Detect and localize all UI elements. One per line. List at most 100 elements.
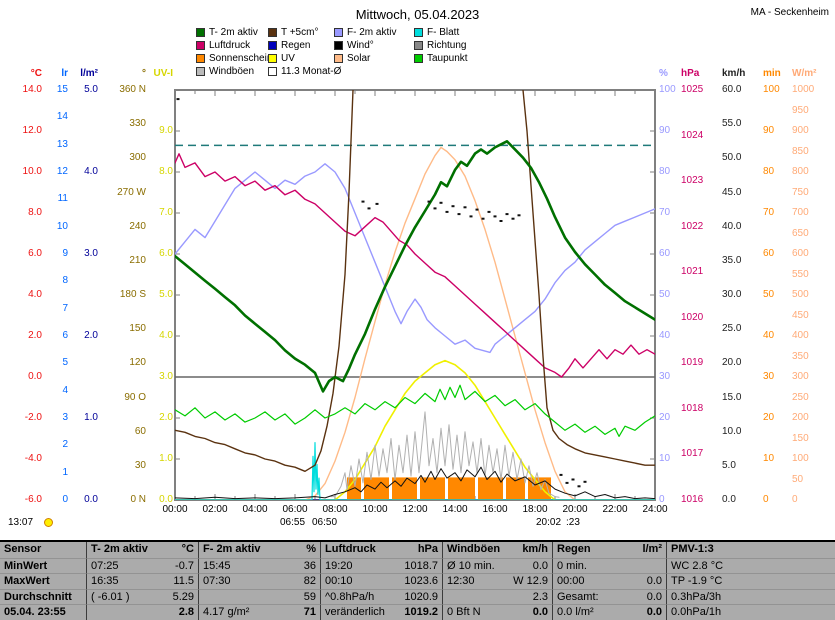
axis-tick: 0 bbox=[659, 494, 665, 505]
axis-tick: 200 bbox=[792, 412, 809, 423]
sunshine-bar bbox=[392, 477, 417, 500]
series-solar bbox=[175, 146, 655, 500]
wind-direction-dot bbox=[469, 215, 473, 218]
table-cell-info: 4.17 g/m² bbox=[198, 604, 264, 620]
axis-tick: 550 bbox=[792, 268, 809, 280]
legend-label: Solar bbox=[347, 53, 371, 64]
legend-label: T +5cm° bbox=[281, 27, 319, 38]
table-cell-value: -0.7 bbox=[150, 557, 198, 574]
table-cell-info: 07:25 bbox=[86, 557, 150, 573]
table-cell-value: 0.0 bbox=[504, 604, 552, 620]
axis-tick: 0 bbox=[792, 494, 798, 505]
table-cell-value: 1018.7 bbox=[392, 557, 442, 574]
axis-tick: 5 bbox=[62, 357, 68, 369]
axis-tick: 850 bbox=[792, 145, 809, 157]
axis-unit-c: °C bbox=[30, 68, 42, 79]
axis-tick: 50.0 bbox=[722, 152, 742, 164]
axis-tick: 90 bbox=[763, 125, 775, 136]
axis-tick: 9.0 bbox=[159, 125, 173, 136]
axis-tick: 0.0 bbox=[722, 494, 736, 505]
axis-tick: 11 bbox=[57, 193, 68, 205]
series-taupunkt bbox=[175, 384, 655, 437]
wind-direction-dot bbox=[571, 478, 575, 481]
table-cell-value: W 12.9 bbox=[504, 573, 552, 589]
axis-unit-l-m: l/m² bbox=[80, 68, 98, 79]
axis-tick: 650 bbox=[792, 227, 809, 239]
axis-tick: 6.0 bbox=[159, 248, 173, 259]
axis-tick: 950 bbox=[792, 104, 809, 116]
axis-tick: 60 bbox=[763, 248, 775, 259]
table-cell-value: 59 bbox=[264, 588, 320, 605]
axis-tick: 0 N bbox=[130, 494, 146, 505]
wind-direction-dot bbox=[565, 481, 569, 484]
table-header-unit: °C bbox=[181, 543, 194, 555]
x-axis-label: 20:00 bbox=[562, 504, 588, 515]
axis-tick: 1021 bbox=[681, 266, 704, 278]
wind-direction-dot bbox=[457, 213, 461, 216]
table-cell-info: veränderlich bbox=[320, 604, 392, 620]
axis-tick: 60.0 bbox=[722, 84, 742, 95]
series-t-2m-aktiv bbox=[175, 139, 655, 393]
axis-tick: 14.0 bbox=[22, 84, 42, 95]
table-cell-info: ( -6.01 ) bbox=[86, 588, 150, 604]
axis-tick: 300 bbox=[792, 371, 809, 382]
axis-tick: 1000 bbox=[792, 84, 815, 95]
axis-tick: 4.0 bbox=[84, 166, 98, 177]
axis-tick: 14 bbox=[56, 111, 68, 123]
axis-unit-w-m: W/m² bbox=[792, 68, 817, 79]
axis-tick: 10 bbox=[659, 453, 671, 464]
table-header-f-2m-aktiv: F- 2m aktiv bbox=[198, 542, 264, 558]
table-cell-value: 1023.6 bbox=[392, 573, 442, 589]
axis-tick: 150 bbox=[792, 432, 809, 444]
axis-tick: 1.0 bbox=[159, 453, 173, 464]
sunshine-bar bbox=[347, 477, 361, 500]
wind-direction-dot bbox=[493, 215, 497, 218]
axis-tick: 4 bbox=[62, 384, 68, 396]
axis-tick: 50 bbox=[792, 473, 804, 485]
legend-item-regen: Regen bbox=[268, 40, 334, 51]
legend-swatch-windb-en bbox=[196, 67, 205, 76]
x-axis-label: 02:00 bbox=[202, 504, 228, 515]
axis-tick: 250 bbox=[792, 391, 809, 403]
legend-swatch-11-3-monat bbox=[268, 67, 277, 76]
legend-label: UV bbox=[281, 53, 295, 64]
axis-tick: 800 bbox=[792, 166, 809, 177]
legend-swatch-sonnenschein bbox=[196, 54, 205, 63]
table-cell-value: 5.29 bbox=[150, 588, 198, 605]
wind-direction-dot bbox=[517, 214, 521, 217]
legend-item-taupunkt: Taupunkt bbox=[414, 53, 506, 64]
axis-tick: 0 bbox=[62, 494, 68, 505]
axis-tick: 600 bbox=[792, 248, 809, 259]
station-label: MA - Seckenheim bbox=[750, 7, 829, 18]
x-axis-label: 22:00 bbox=[602, 504, 628, 515]
legend-label: Regen bbox=[281, 40, 311, 51]
table-cell-value: 71 bbox=[264, 604, 320, 620]
table-header-regen: Regen bbox=[552, 542, 616, 558]
table-header-unit: hPa bbox=[417, 543, 438, 555]
day-length-label: 13:07 bbox=[8, 517, 34, 528]
axis-tick: 1 bbox=[62, 466, 68, 478]
axis-tick: 100 bbox=[763, 84, 780, 95]
x-axis-label: 24:00 bbox=[642, 504, 668, 515]
sunshine-bar bbox=[420, 477, 445, 500]
table-cell-value bbox=[616, 557, 666, 574]
axis-tick: 100 bbox=[659, 84, 676, 95]
legend-label: F- 2m aktiv bbox=[347, 27, 397, 38]
axis-tick: 40 bbox=[763, 330, 775, 341]
chart-legend: T- 2m aktiv T +5cm° F- 2m aktiv F- Blatt Luf… bbox=[196, 26, 506, 78]
table-cell-info bbox=[198, 588, 264, 604]
table-cell-value: 2.3 bbox=[504, 588, 552, 605]
axis-tick: 5.0 bbox=[84, 84, 98, 95]
table-cell-value: 0.0 bbox=[504, 557, 552, 574]
table-cell-value: 2.8 bbox=[150, 604, 198, 620]
sunrise-time-1: 06:55 bbox=[280, 517, 306, 528]
axis-tick: -4.0 bbox=[24, 453, 42, 464]
axis-tick: 20.0 bbox=[722, 357, 742, 369]
axis-tick: 5.0 bbox=[159, 289, 173, 300]
table-header-t-2m-aktiv: T- 2m aktiv bbox=[86, 542, 150, 558]
legend-swatch-wind bbox=[334, 41, 343, 50]
axis-tick: 3.0 bbox=[159, 371, 173, 382]
axis-unit-hpa: hPa bbox=[681, 68, 700, 79]
axis-tick: 5.0 bbox=[722, 459, 736, 471]
axis-tick: 6 bbox=[62, 330, 68, 341]
